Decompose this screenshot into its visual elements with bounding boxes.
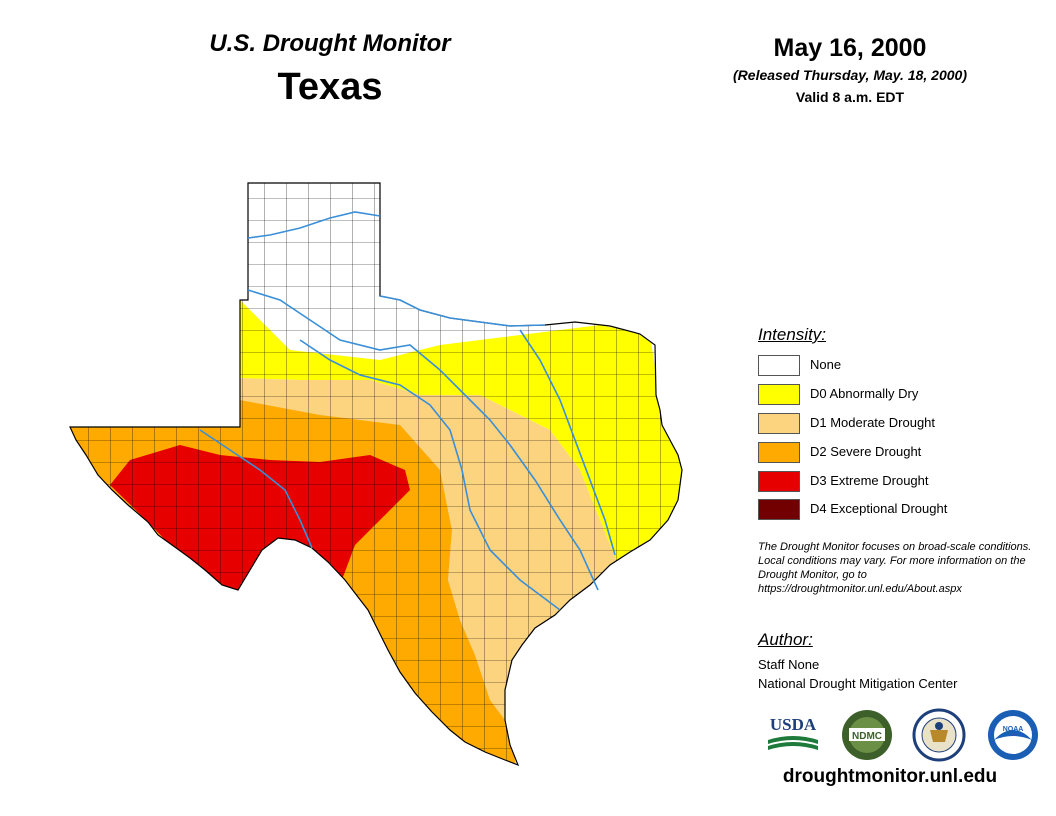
map-title: U.S. Drought Monitor xyxy=(209,30,451,57)
author-title: Author: xyxy=(758,630,813,649)
legend-swatch xyxy=(758,471,800,492)
legend-title: Intensity: xyxy=(758,325,827,344)
texas-outline xyxy=(69,182,683,767)
legend-swatch xyxy=(758,355,800,376)
legend-swatch xyxy=(758,413,800,434)
release-date: (Released Thursday, May. 18, 2000) xyxy=(733,67,967,83)
ndmc-logo: NDMC xyxy=(842,710,892,760)
author-name: Staff None xyxy=(758,657,820,672)
usda-logo-text: USDA xyxy=(770,715,817,734)
legend-item-d4: D4 Exceptional Drought xyxy=(758,499,1018,520)
legend-label: D1 Moderate Drought xyxy=(810,415,936,430)
texas-drought-map xyxy=(69,182,683,767)
doc-seal-logo xyxy=(912,708,966,762)
legend-item-d1: D1 Moderate Drought xyxy=(758,413,1018,434)
trinity-river xyxy=(519,329,616,556)
legend-item-d3: D3 Extreme Drought xyxy=(758,471,1018,492)
noaa-logo: NOAA xyxy=(988,710,1038,760)
valid-time: Valid 8 a.m. EDT xyxy=(795,89,905,105)
brazos-river xyxy=(247,289,599,591)
legend-label: D2 Severe Drought xyxy=(810,444,922,459)
map-date: May 16, 2000 xyxy=(773,34,927,62)
author-org: National Drought Mitigation Center xyxy=(758,676,958,691)
legend-label: D3 Extreme Drought xyxy=(810,473,929,488)
legend-label: None xyxy=(810,357,842,372)
legend-item-none: None xyxy=(758,355,1018,376)
noaa-logo-text: NOAA xyxy=(1003,726,1024,733)
legend-item-d0: D0 Abnormally Dry xyxy=(758,384,1018,405)
red-river xyxy=(379,295,546,327)
legend-label: D0 Abnormally Dry xyxy=(810,386,919,401)
ndmc-logo-text: NDMC xyxy=(852,731,882,742)
legend-swatch xyxy=(758,499,800,520)
legend-swatch xyxy=(758,442,800,463)
legend-label: D4 Exceptional Drought xyxy=(810,501,948,516)
state-name: Texas xyxy=(277,66,383,108)
pecos-river xyxy=(199,429,313,549)
website-link[interactable]: droughtmonitor.unl.edu xyxy=(782,766,998,787)
legend-swatch xyxy=(758,384,800,405)
colorado-river xyxy=(299,339,561,611)
usda-logo: USDA xyxy=(768,715,818,750)
legend-item-d2: D2 Severe Drought xyxy=(758,442,1018,463)
canadian-river xyxy=(247,211,381,239)
disclaimer-text: The Drought Monitor focuses on broad-sca… xyxy=(758,541,1032,595)
